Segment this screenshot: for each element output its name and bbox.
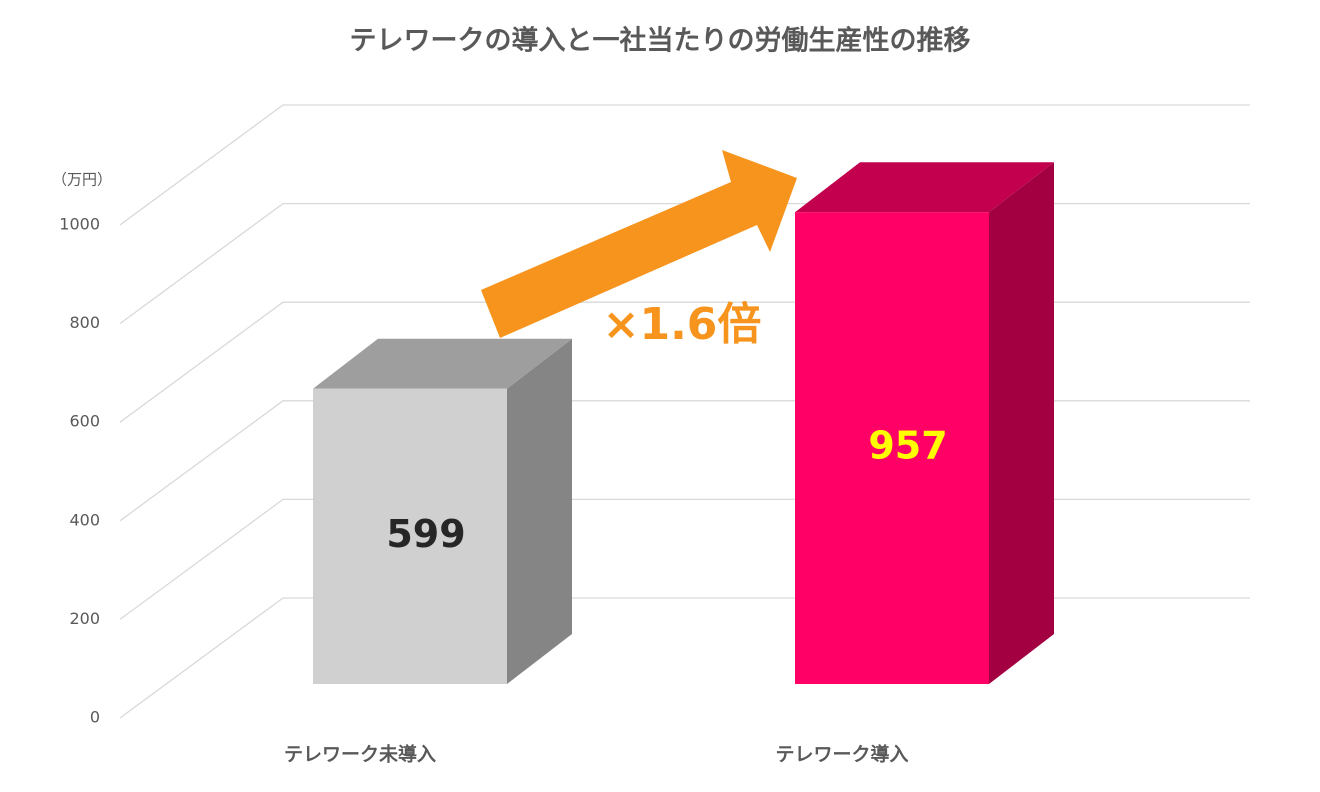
bar <box>795 212 989 684</box>
bar-side <box>507 338 572 684</box>
annotation: ×1.6倍 <box>603 299 762 350</box>
y-tick-label: 400 <box>69 510 100 529</box>
y-tick-label: 200 <box>69 609 100 628</box>
bar-top <box>313 338 572 389</box>
y-tick-label: 800 <box>69 313 100 332</box>
bar-side <box>989 162 1054 685</box>
x-tick-label: テレワーク未導入 <box>284 743 436 766</box>
grid-line <box>119 400 1250 522</box>
y-tick-label: 0 <box>90 708 100 727</box>
y-tick-label: 600 <box>69 412 100 431</box>
x-tick-label: テレワーク導入 <box>775 743 908 766</box>
grid-line <box>119 597 1250 719</box>
y-tick-label: 1000 <box>59 215 100 234</box>
bar <box>313 388 507 684</box>
chart-title: テレワークの導入と一社当たりの労働生産性の推移 <box>350 25 971 57</box>
y-unit: （万円） <box>52 171 112 189</box>
bar-top <box>795 162 1054 213</box>
grid-line <box>119 104 1250 226</box>
arrow <box>481 150 797 338</box>
grid-line <box>119 498 1250 620</box>
data-label: 957 <box>868 424 947 468</box>
data-label: 599 <box>386 512 465 556</box>
